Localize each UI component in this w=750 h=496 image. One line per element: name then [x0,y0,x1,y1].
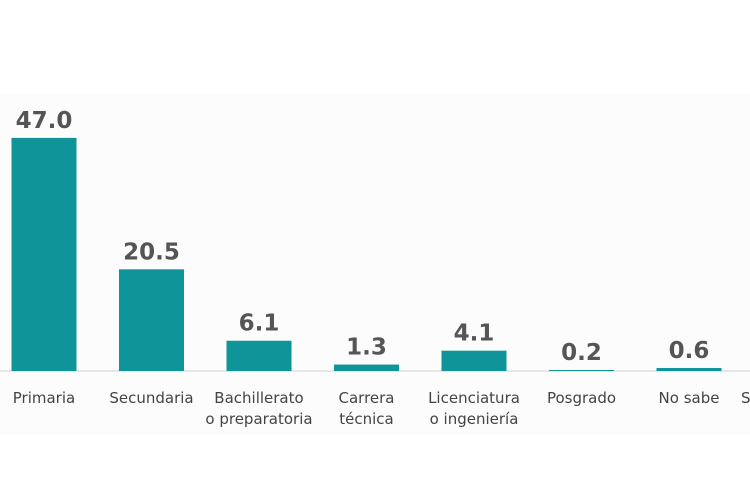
plot-background [0,95,750,435]
bar [441,350,507,371]
x-tick-label-line: No sabe [659,389,720,407]
x-tick-label: Primaria [13,389,75,407]
x-tick-label: Secundaria [109,389,193,407]
value-label: 0.2 [561,340,602,366]
x-tick-label-line: Bachillerato [214,389,303,407]
x-tick-label-line: o preparatoria [205,410,312,428]
x-tick-label: S [741,389,750,407]
value-label: 0.6 [669,338,710,364]
x-tick-label: Bachillerato o preparatoria [205,389,312,428]
x-tick-label-line: Carrera [339,389,395,407]
x-tick-label-line: técnica [339,410,393,428]
bar [549,370,614,371]
x-tick-label: No sabe [659,389,720,407]
x-tick-label-line: Primaria [13,389,75,407]
bar [119,269,184,371]
x-tick-label: Posgrado [547,389,616,407]
x-tick-label-line: S [741,389,750,407]
x-tick-label: Carrera técnica [339,389,395,428]
value-label: 47.0 [16,108,73,134]
bar [334,364,399,371]
value-label: 6.1 [239,311,280,337]
bar [226,340,292,371]
value-label: 4.1 [454,321,495,347]
value-label: 1.3 [346,335,387,361]
x-tick-label-line: Licenciatura [428,389,520,407]
x-tick-label-line: o ingeniería [430,410,519,428]
x-tick-label-line: Secundaria [109,389,193,407]
bar [656,368,722,371]
x-tick-label: Licenciatura o ingeniería [428,389,520,428]
value-label: 20.5 [123,239,180,265]
x-tick-label-line: Posgrado [547,389,616,407]
bar [11,137,77,371]
